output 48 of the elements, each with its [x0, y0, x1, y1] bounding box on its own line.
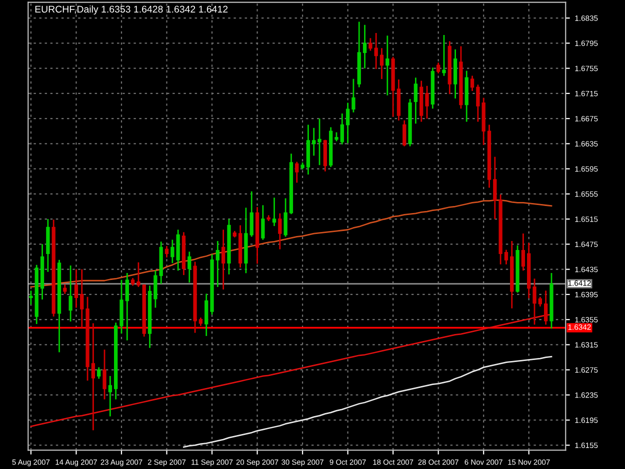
candlestick: [80, 269, 84, 328]
chart-title: EURCHF,Daily 1.6353 1.6428 1.6342 1.6412: [35, 5, 228, 15]
candlestick: [216, 240, 220, 287]
candlestick: [295, 162, 299, 183]
candlestick: [272, 198, 276, 226]
candlestick: [425, 86, 429, 119]
candlestick: [278, 213, 282, 250]
candlestick: [532, 278, 536, 325]
candlestick: [504, 250, 508, 264]
candlestick: [368, 38, 372, 51]
candlestick: [97, 367, 101, 379]
candlestick: [154, 270, 158, 308]
candlestick: [414, 78, 418, 124]
candlestick: [170, 240, 174, 264]
candlestick: [136, 262, 140, 287]
candlestick: [125, 273, 129, 340]
candlestick: [261, 205, 265, 240]
line-series: [183, 356, 552, 448]
candlestick: [102, 350, 106, 400]
candlestick: [374, 33, 378, 69]
candlestick: [204, 294, 208, 336]
candlestick: [221, 230, 226, 290]
candlestick: [352, 78, 356, 112]
candlestick: [284, 198, 288, 237]
candlestick: [108, 376, 112, 416]
candlestick: [470, 76, 474, 91]
candlestick: [442, 34, 446, 76]
candlestick: [386, 36, 390, 96]
candlestick: [521, 233, 526, 271]
candlestick: [362, 24, 367, 68]
candlestick: [402, 120, 406, 146]
candlestick: [340, 113, 344, 144]
candlestick: [250, 191, 254, 237]
candlestick: [380, 48, 384, 80]
candlestick: [544, 290, 548, 325]
candlestick: [68, 265, 72, 322]
candlestick: [476, 84, 480, 122]
candlestick: [91, 323, 96, 430]
candlestick: [436, 62, 440, 74]
candlestick: [312, 128, 316, 156]
candlestick: [346, 102, 350, 144]
candlestick: [188, 252, 192, 283]
candlestick: [29, 290, 33, 305]
candlestick: [164, 246, 169, 258]
candlestick: [318, 118, 322, 166]
candlestick: [493, 156, 497, 220]
candlestick: [266, 215, 270, 222]
candlestick: [74, 269, 78, 308]
